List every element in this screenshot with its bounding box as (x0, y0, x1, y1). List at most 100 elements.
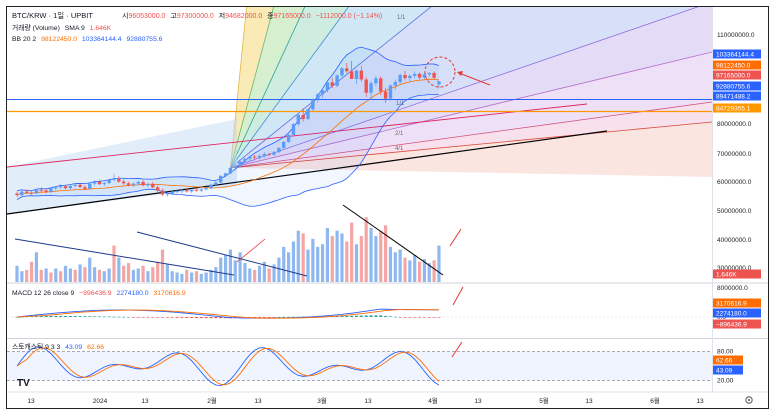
arrow-line[interactable] (458, 72, 491, 86)
volume-bar (15, 265, 19, 282)
macd-histogram-bar (335, 316, 339, 317)
price-tag-bg (713, 269, 761, 279)
macd-legend[interactable]: MACD 12 26 close 9 −896436.9 2274180.0 3… (12, 290, 186, 297)
macd-histogram-bar (68, 316, 72, 317)
price-tag-label[interactable]: 89471488.2 (716, 93, 751, 100)
symbol-title[interactable]: BTC/KRW · 1일 · UPBIT (12, 11, 93, 20)
price-tag-label[interactable]: 97165000.0 (716, 72, 751, 79)
volume-arrow[interactable] (449, 228, 462, 247)
volume-legend[interactable]: 거래량 (Volume) SMA 9 1.646K (12, 23, 112, 32)
horizontal-lines[interactable] (7, 99, 712, 113)
volume-bar (291, 241, 296, 282)
volume-bar (44, 268, 48, 282)
volume-bar (34, 252, 38, 282)
stoch-tag-label[interactable]: 43.09 (716, 367, 733, 374)
price-tag-label[interactable]: 92880755.6 (716, 83, 751, 90)
volume-bar (311, 238, 315, 282)
fan-line[interactable] (230, 101, 712, 169)
channel-upper-line[interactable] (7, 103, 588, 168)
stoch-arrow (451, 341, 463, 358)
fan-line[interactable] (230, 7, 275, 168)
time-tick-label: 13 (27, 398, 35, 405)
settings-icon[interactable] (745, 396, 753, 404)
candle-body (325, 82, 330, 91)
price-chart-svg[interactable]: 1/1 1/1 2/1 4/1 110000000.0 80000000.0 700000… (7, 7, 768, 408)
candle-body (432, 72, 436, 78)
candle-body (267, 153, 271, 155)
volume-bar (408, 260, 412, 282)
volume-bar (287, 252, 291, 282)
volume-trendline[interactable] (342, 204, 444, 276)
volume-bar (379, 230, 383, 282)
bb-legend[interactable]: BB 20 2 98122450.0 103364144.4 92880755.… (12, 36, 163, 43)
time-tick-label: 13 (585, 398, 593, 405)
price-tag-bg (713, 49, 761, 59)
candle-body (219, 175, 223, 183)
price-tag-label[interactable]: 103364144.4 (716, 51, 754, 58)
volume-trendline[interactable] (136, 231, 308, 277)
stoch-tag-label[interactable]: 62.66 (716, 357, 733, 364)
price-tick-label: 40000000.0 (717, 237, 752, 244)
macd-tag-label[interactable]: 3170616.9 (716, 300, 747, 307)
volume-bar (223, 255, 228, 282)
candle-body (359, 70, 364, 80)
macd-histogram-bar (379, 315, 383, 317)
time-axis[interactable]: 13 2024 13 2월 13 3월 13 4월 13 5월 13 6월 13 (27, 396, 704, 405)
gann-fan[interactable]: 1/1 1/1 2/1 4/1 (230, 7, 712, 177)
volume-bar (325, 228, 329, 282)
candle-body (320, 90, 325, 95)
macd-tag-label[interactable]: 2274180.0 (716, 310, 747, 317)
macd-histogram-bar (146, 317, 150, 318)
candle-body (204, 188, 208, 190)
macd-tag-label[interactable]: −896436.9 (716, 321, 747, 328)
macd-tick-label: 8000000.0 (717, 285, 748, 292)
volume-bar (262, 261, 266, 282)
annotations[interactable] (14, 56, 491, 277)
candle-body (301, 114, 305, 119)
macd-histogram-bar (122, 316, 126, 318)
volume-bar (384, 225, 388, 282)
macd-histogram-bar (359, 315, 363, 317)
time-tick-label: 13 (364, 398, 372, 405)
macd-histogram-bar (107, 316, 111, 318)
candle-body (88, 183, 92, 189)
volume-bar (422, 259, 426, 282)
channel-lower-line[interactable] (7, 130, 608, 215)
stoch-d-line (16, 347, 440, 386)
candle-body (175, 191, 179, 192)
tradingview-logo[interactable]: TV (17, 378, 30, 389)
macd-histogram-bar (408, 317, 412, 318)
price-tag-label[interactable]: 84729355.1 (716, 105, 751, 112)
macd-histogram-bar (422, 317, 426, 318)
volume-bar (364, 217, 368, 282)
volume-bars (15, 217, 441, 282)
volume-bar (146, 271, 150, 282)
macd-histogram-bar (287, 316, 291, 318)
price-axis[interactable]: 110000000.0 80000000.0 70000000.0 60000000.… (713, 32, 761, 279)
arrow-head[interactable] (457, 71, 463, 76)
fan-line[interactable] (230, 7, 307, 169)
highlight-circle[interactable] (424, 56, 456, 88)
fan-line[interactable] (230, 7, 712, 169)
macd-pane[interactable] (7, 284, 712, 338)
volume-bar (20, 271, 24, 282)
fan-line[interactable] (230, 121, 712, 169)
macd-histogram-bar (282, 316, 286, 318)
stoch-legend[interactable]: 스토캐스틱 9 3 3 43.09 62.66 (12, 342, 104, 351)
candle-body (383, 91, 388, 99)
macd-histogram-bar (204, 317, 208, 319)
price-tag-label[interactable]: 98122450.0 (716, 62, 751, 69)
macd-histogram-bar (253, 317, 257, 318)
stoch-axis[interactable]: 80.00 20.00 62.66 43.09 (713, 349, 743, 385)
candle-body (286, 134, 291, 142)
volume-trendline[interactable] (14, 238, 235, 276)
candle-body (194, 189, 199, 191)
fan-line[interactable] (230, 7, 247, 168)
price-tag-label[interactable]: 1.646K (716, 271, 737, 278)
macd-histogram-bar (136, 317, 140, 318)
macd-histogram-bar (262, 317, 266, 318)
candle-body (34, 189, 39, 194)
macd-histogram-bar (403, 317, 407, 318)
price-tag-bg (713, 60, 761, 70)
